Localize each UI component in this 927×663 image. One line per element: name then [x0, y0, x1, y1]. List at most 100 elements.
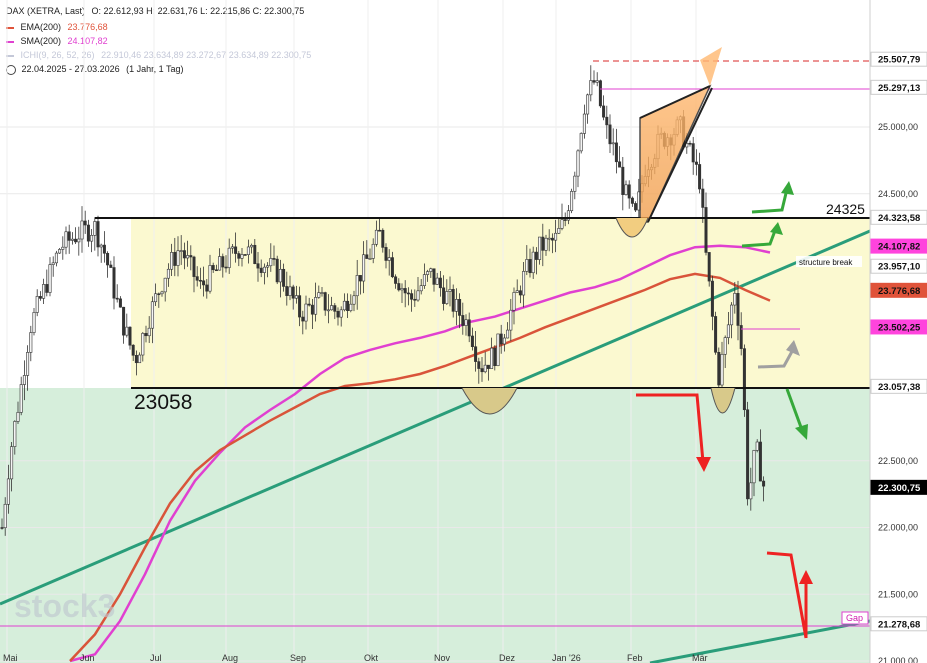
candle-body — [272, 258, 276, 260]
candle-body — [227, 247, 231, 268]
candle-body — [179, 250, 183, 252]
green-arrow-up-1 — [751, 181, 794, 214]
candle-body — [317, 292, 321, 298]
candle-body — [160, 291, 164, 295]
candle-body — [752, 450, 756, 484]
ichimoku-value: 22.910,46 23.634,89 23.272,67 23.634,89 … — [101, 50, 312, 60]
candle-body — [198, 279, 202, 282]
candle-body — [506, 329, 510, 339]
candle-body — [42, 284, 46, 299]
candle-body — [589, 80, 593, 96]
green-zone — [0, 388, 870, 663]
date-range: 22.04.2025 - 27.03.2026 — [21, 64, 120, 74]
price-label-box — [870, 258, 927, 274]
candle-body — [461, 315, 465, 326]
candle-body — [237, 253, 241, 259]
candle-body — [298, 295, 302, 318]
y-tick-label: 22.000,00 — [878, 523, 918, 533]
candle-body — [435, 277, 439, 285]
sma-swatch — [6, 40, 14, 43]
candle-body — [634, 203, 638, 211]
candle-body — [541, 236, 545, 251]
indicator-row: ICHI(9, 26, 52, 26) 22.910,46 23.634,89 … — [6, 50, 311, 60]
ohlc-readout: O: 22.612,93 H: 22.631,76 L: 22.215,86 C… — [91, 6, 305, 16]
candle-body — [496, 333, 500, 367]
candle-body — [451, 289, 455, 312]
candle-body — [138, 354, 142, 364]
price-label-box — [870, 282, 927, 298]
candle-body — [269, 258, 273, 267]
price-label-box — [870, 616, 927, 632]
ichimoku-swatch — [6, 54, 14, 57]
gray-arrow — [757, 340, 800, 369]
candle-body — [93, 221, 97, 236]
candle-body — [624, 184, 628, 195]
candle-body — [701, 188, 705, 208]
candle-body — [166, 268, 170, 279]
date-range-note: (1 Jahr, 1 Tag) — [126, 64, 184, 74]
candle-body — [387, 257, 391, 261]
shoulder-bottom-left — [461, 387, 518, 415]
x-tick-label: Jan '26 — [552, 653, 581, 663]
candle-body — [83, 220, 87, 226]
candle-body — [80, 220, 84, 240]
x-tick-label: Jul — [150, 653, 162, 663]
price-label: 22.300,75 — [878, 483, 921, 494]
grid — [0, 0, 870, 663]
candle-body — [525, 259, 529, 272]
candle-body — [467, 319, 471, 337]
candle-body — [304, 303, 308, 322]
candle-body — [118, 298, 122, 308]
candle-body — [406, 292, 410, 295]
candle-body — [234, 246, 238, 254]
candle-body — [742, 348, 746, 411]
candle-body — [54, 252, 58, 264]
candle-body — [378, 229, 382, 232]
candle-body — [163, 277, 167, 293]
instrument-title: DAX (XETRA, Last) — [6, 6, 86, 16]
candle-body — [115, 297, 119, 300]
price-label: 24.107,82 — [878, 242, 920, 253]
candle-body — [445, 291, 449, 304]
candle-body — [355, 275, 359, 297]
candle-body — [730, 304, 734, 326]
candle-body — [381, 229, 385, 248]
candle-body — [576, 150, 580, 177]
shoulder-top-left — [615, 217, 649, 238]
candle-body — [6, 478, 10, 505]
candle-body — [35, 296, 39, 313]
candle-body — [154, 293, 158, 303]
candle-body — [762, 480, 766, 487]
price-label: 21.278,68 — [878, 619, 920, 630]
candle-body — [253, 244, 257, 264]
y-tick-label: 21.000,00 — [878, 656, 918, 663]
candle-body — [470, 335, 474, 348]
candle-body — [688, 142, 692, 145]
candle-body — [330, 305, 334, 311]
ema-label: EMA(200) — [20, 22, 62, 32]
candle-body — [58, 249, 62, 254]
wedge-arrow-tip — [700, 47, 722, 86]
green-arrow-down — [785, 388, 808, 440]
candle-body — [509, 309, 513, 331]
ema-swatch — [6, 26, 14, 29]
candle-body — [275, 258, 279, 283]
y-tick-label: 25.000,00 — [878, 122, 918, 132]
candle-body — [707, 252, 711, 282]
candle-body — [602, 105, 606, 118]
x-tick-label: Mär — [692, 653, 708, 663]
price-label: 23.776,68 — [878, 286, 920, 297]
price-label: 25.507,79 — [878, 55, 920, 66]
candle-body — [109, 264, 113, 268]
price-label-box — [870, 238, 927, 254]
candle-body — [560, 219, 564, 229]
sma200-line — [69, 244, 771, 663]
candle-body — [307, 303, 311, 306]
sma-label: SMA(200) — [20, 36, 62, 46]
price-axis-ticks: 21.000,00 21.500,00 22.000,00 22.500,00 24.5… — [878, 122, 918, 663]
candle-body — [733, 293, 737, 306]
candle-body — [739, 325, 743, 349]
candle-body — [538, 236, 542, 260]
label-23058: 23058 — [134, 391, 192, 414]
